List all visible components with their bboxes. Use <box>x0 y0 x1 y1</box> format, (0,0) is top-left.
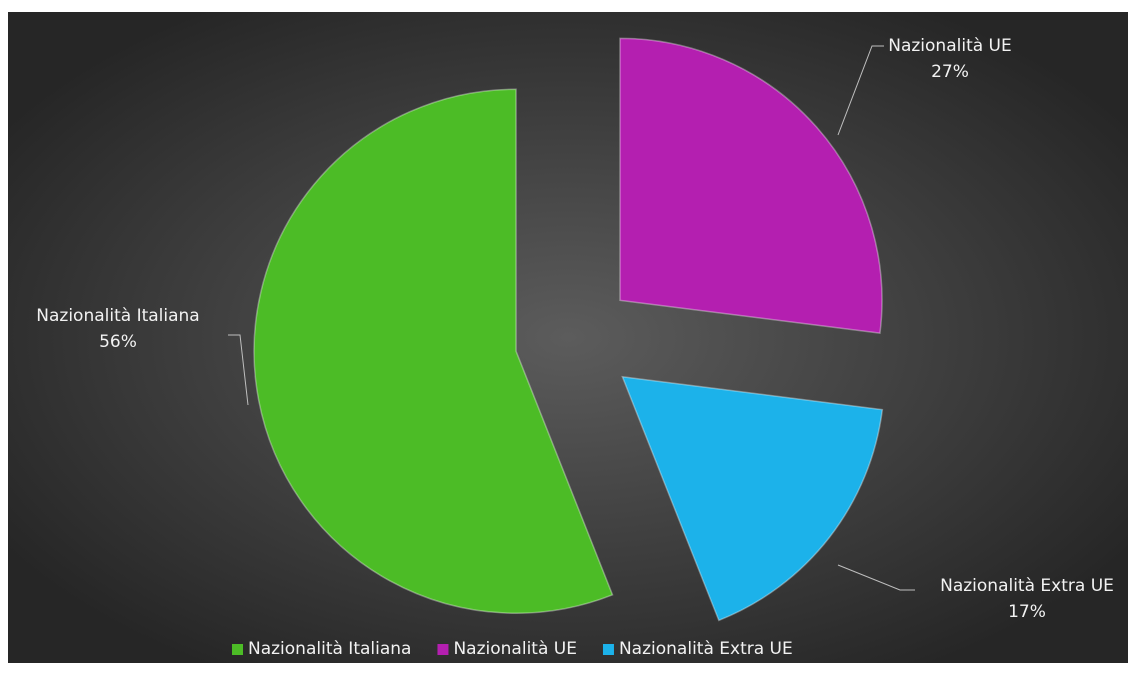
data-label-value: 27% <box>931 62 969 82</box>
data-label-value: 56% <box>99 332 137 352</box>
legend-swatch <box>232 644 243 655</box>
legend-swatch <box>437 644 449 655</box>
pie-slice <box>253 88 614 614</box>
data-label-value: 17% <box>1008 602 1046 622</box>
leader-line <box>228 334 249 406</box>
data-label-name: Nazionalità Extra UE <box>940 576 1114 596</box>
legend: Nazionalità Italiana Nazionalità UE Nazion… <box>232 639 793 659</box>
legend-label: Nazionalità Extra UE <box>619 639 793 659</box>
leader-line <box>837 45 884 136</box>
legend-label: Nazionalità Italiana <box>248 639 411 659</box>
pie-slice <box>621 375 884 622</box>
data-label-name: Nazionalità Italiana <box>36 306 199 326</box>
leader-line <box>837 564 915 591</box>
legend-swatch <box>602 644 614 655</box>
pie-slice <box>619 37 883 334</box>
legend-label: Nazionalità UE <box>453 639 577 659</box>
data-label-name: Nazionalità UE <box>888 36 1012 56</box>
